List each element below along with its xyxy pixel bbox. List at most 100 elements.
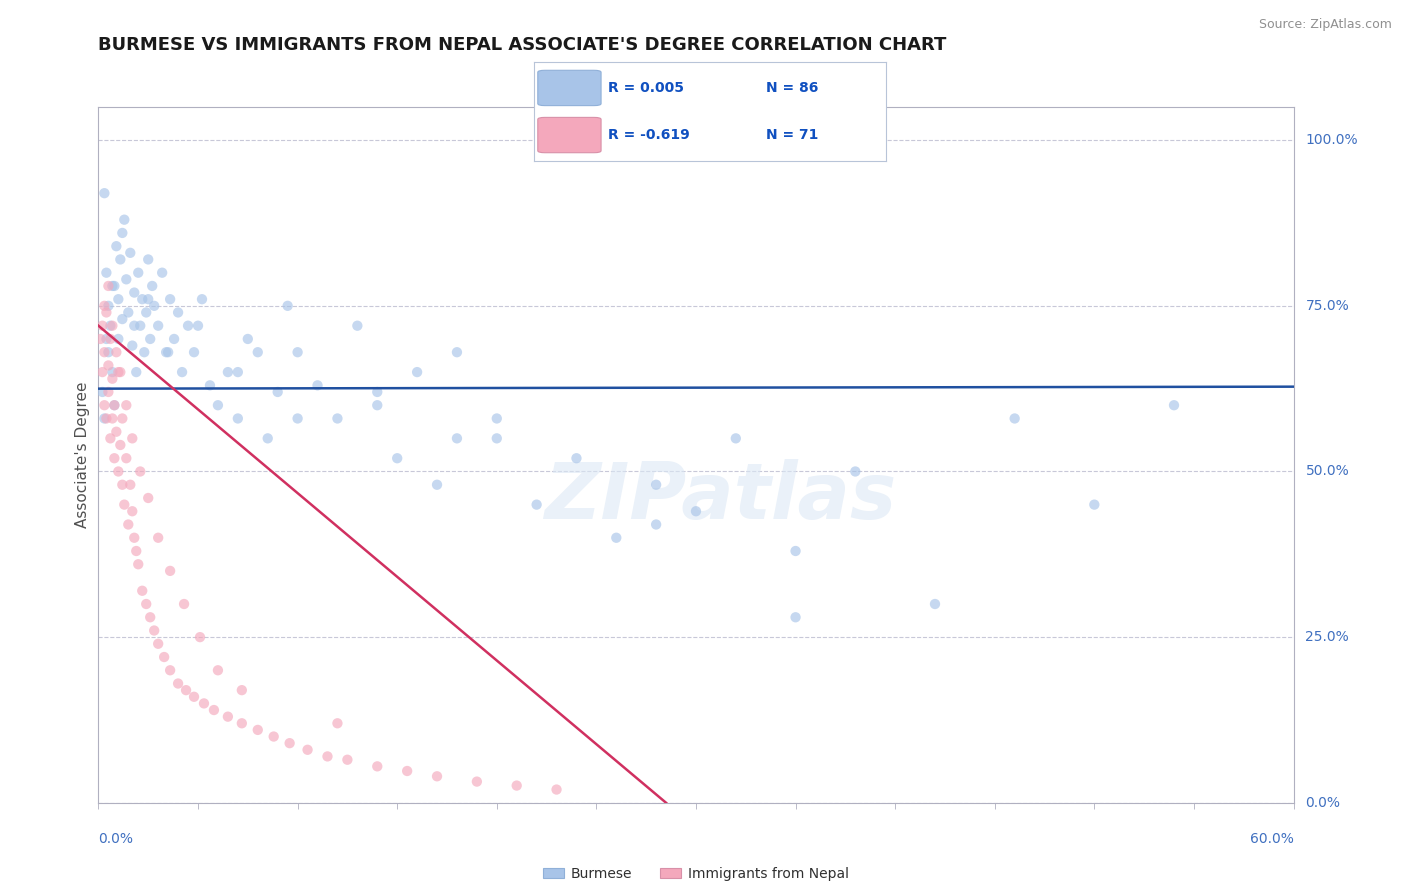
Point xyxy=(177,318,200,333)
Point xyxy=(1004,411,1026,425)
Point xyxy=(91,365,114,379)
Point xyxy=(93,299,115,313)
Point xyxy=(346,318,368,333)
Point xyxy=(226,411,249,425)
Point xyxy=(217,709,239,723)
Point xyxy=(124,285,146,300)
Point xyxy=(127,558,149,572)
Point xyxy=(101,372,124,386)
Point xyxy=(115,398,138,412)
Text: N = 86: N = 86 xyxy=(766,81,818,95)
Point xyxy=(148,531,170,545)
Point xyxy=(256,431,278,445)
Point xyxy=(163,332,186,346)
Point xyxy=(187,318,209,333)
FancyBboxPatch shape xyxy=(537,118,602,153)
Point xyxy=(112,498,135,512)
Point xyxy=(117,305,139,319)
Point xyxy=(366,384,388,399)
Point xyxy=(136,491,159,505)
Point xyxy=(103,398,125,412)
Text: 50.0%: 50.0% xyxy=(1305,465,1350,478)
Point xyxy=(167,676,190,690)
Point xyxy=(645,517,668,532)
Point xyxy=(143,299,166,313)
Point xyxy=(96,332,118,346)
Text: BURMESE VS IMMIGRANTS FROM NEPAL ASSOCIATE'S DEGREE CORRELATION CHART: BURMESE VS IMMIGRANTS FROM NEPAL ASSOCIA… xyxy=(98,36,946,54)
Point xyxy=(110,438,132,452)
Point xyxy=(1083,498,1105,512)
Point xyxy=(135,597,157,611)
Point xyxy=(125,365,148,379)
Point xyxy=(287,345,309,359)
Point xyxy=(107,365,129,379)
Point xyxy=(136,292,159,306)
Point xyxy=(485,431,508,445)
Point xyxy=(1163,398,1185,412)
Text: 25.0%: 25.0% xyxy=(1305,630,1350,644)
Point xyxy=(426,477,449,491)
Point xyxy=(98,431,122,445)
Point xyxy=(446,345,468,359)
Point xyxy=(565,451,588,466)
Point xyxy=(97,345,120,359)
Point xyxy=(107,465,129,479)
Point xyxy=(172,365,194,379)
Point xyxy=(111,312,134,326)
Point xyxy=(139,332,162,346)
Point xyxy=(97,279,120,293)
Point xyxy=(188,630,211,644)
Point xyxy=(96,411,118,425)
Point xyxy=(121,338,143,352)
Point xyxy=(129,318,152,333)
Point xyxy=(111,226,134,240)
Point xyxy=(546,782,568,797)
Point xyxy=(110,365,132,379)
Point xyxy=(785,610,807,624)
Point xyxy=(93,186,115,201)
Point xyxy=(136,252,159,267)
Text: R = 0.005: R = 0.005 xyxy=(609,81,685,95)
Text: N = 71: N = 71 xyxy=(766,128,818,142)
Point xyxy=(217,365,239,379)
Point xyxy=(91,384,114,399)
Point xyxy=(167,305,190,319)
Point xyxy=(91,318,114,333)
Point xyxy=(326,411,349,425)
Point xyxy=(110,252,132,267)
Point xyxy=(236,332,259,346)
Point xyxy=(150,266,173,280)
Point xyxy=(226,365,249,379)
Point xyxy=(506,779,529,793)
Text: Source: ZipAtlas.com: Source: ZipAtlas.com xyxy=(1258,18,1392,31)
Point xyxy=(148,318,170,333)
Point xyxy=(316,749,339,764)
Point xyxy=(111,411,134,425)
Point xyxy=(124,318,146,333)
Point xyxy=(131,583,153,598)
Point xyxy=(98,332,122,346)
Point xyxy=(366,398,388,412)
Point xyxy=(159,292,181,306)
Point xyxy=(231,683,253,698)
Point xyxy=(125,544,148,558)
Point xyxy=(465,774,488,789)
Point xyxy=(246,723,269,737)
Point xyxy=(173,597,195,611)
Point xyxy=(148,637,170,651)
Point xyxy=(135,305,157,319)
Point xyxy=(785,544,807,558)
Point xyxy=(101,365,124,379)
Point xyxy=(97,299,120,313)
Point xyxy=(207,663,229,677)
Point xyxy=(107,332,129,346)
Point xyxy=(107,292,129,306)
Point xyxy=(124,531,146,545)
Text: 0.0%: 0.0% xyxy=(1305,796,1340,810)
Point xyxy=(120,477,142,491)
Legend: Burmese, Immigrants from Nepal: Burmese, Immigrants from Nepal xyxy=(537,861,855,887)
Point xyxy=(103,451,125,466)
Point xyxy=(183,690,205,704)
Point xyxy=(724,431,747,445)
Point xyxy=(121,504,143,518)
